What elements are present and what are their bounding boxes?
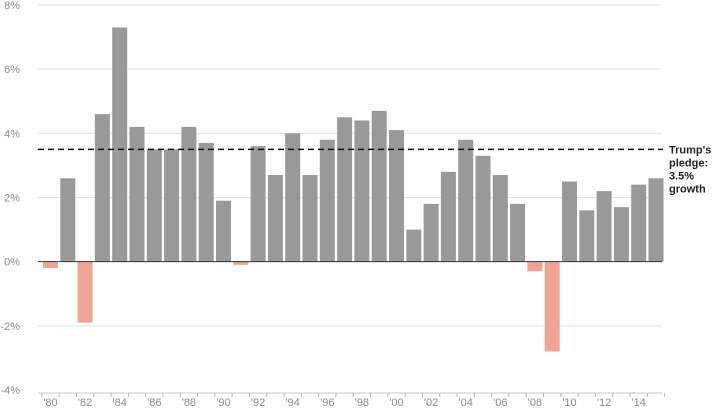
bar [406,229,422,262]
bar [631,184,647,262]
bar [354,120,370,262]
x-tick-label: '04 [459,397,473,408]
bar [544,261,560,352]
y-tick-label: 8% [4,0,20,12]
x-tick-label: '06 [493,397,507,408]
y-tick-label: -4% [0,385,20,397]
bar [510,203,526,262]
x-tick-label: '08 [528,397,542,408]
bar [579,210,595,262]
pledge-label-line-4: growth [669,183,706,195]
bar [475,155,491,262]
bar [319,139,335,262]
y-tick-label: 4% [4,128,20,140]
bar [198,142,214,262]
x-tick-label: '12 [597,397,611,408]
y-tick-label: 2% [4,193,20,205]
bar [596,191,612,262]
x-tick-label: '14 [632,397,646,408]
x-tick-label: '10 [562,397,576,408]
pledge-label-line-2: pledge: [669,157,708,169]
x-tick-label: '00 [389,397,403,408]
bar [181,126,197,262]
x-tick-label: '96 [320,397,334,408]
bar [285,133,301,262]
bar [94,114,110,262]
bars [43,27,664,352]
bar [233,261,249,265]
bar [648,178,664,262]
bar [562,181,577,262]
bar [389,130,404,262]
x-tick-label: '98 [355,397,369,408]
pledge-label-line-3: 3.5% [669,170,694,182]
bar [371,110,387,262]
bar [77,261,93,323]
bar [43,261,58,269]
bar [527,261,543,272]
x-tick-label: '84 [113,397,127,408]
x-axis-ticks: '80 '82 '84 '86 '88 '90 '92 '94 '96 '98 '00 '02 '04 '… [43,397,646,409]
pledge-label: Trump's pledge: 3.5% growth [669,144,714,195]
y-tick-label: -2% [0,321,20,333]
bar [492,175,508,262]
bar [129,126,145,262]
bar [613,207,629,262]
x-tick-label: '92 [251,397,265,408]
x-tick-label: '94 [286,397,300,408]
x-tick-label: '88 [182,397,196,408]
x-tick-label: '02 [424,397,438,408]
bar [112,27,128,262]
x-tick-label: '80 [43,397,57,408]
bar [164,149,180,262]
bar [302,175,318,262]
bar [250,146,266,262]
bar [423,203,439,262]
bar [458,139,474,262]
x-tick-label: '86 [147,397,161,408]
bar [337,117,353,262]
x-tick-label: '90 [216,397,230,408]
pledge-label-line-1: Trump's [669,144,711,156]
reference-layer: Trump's pledge: 3.5% growth [38,144,714,195]
bar [440,171,456,262]
bar [267,175,283,262]
bar [146,149,162,262]
y-tick-label: 6% [4,64,20,76]
y-axis-ticks: -4% -2% 0% 2% 4% 6% 8% [0,0,20,397]
bar [60,178,76,262]
axes [38,261,666,397]
x-tick-label: '82 [78,397,92,408]
y-tick-label: 0% [4,257,20,269]
bar [216,200,231,262]
